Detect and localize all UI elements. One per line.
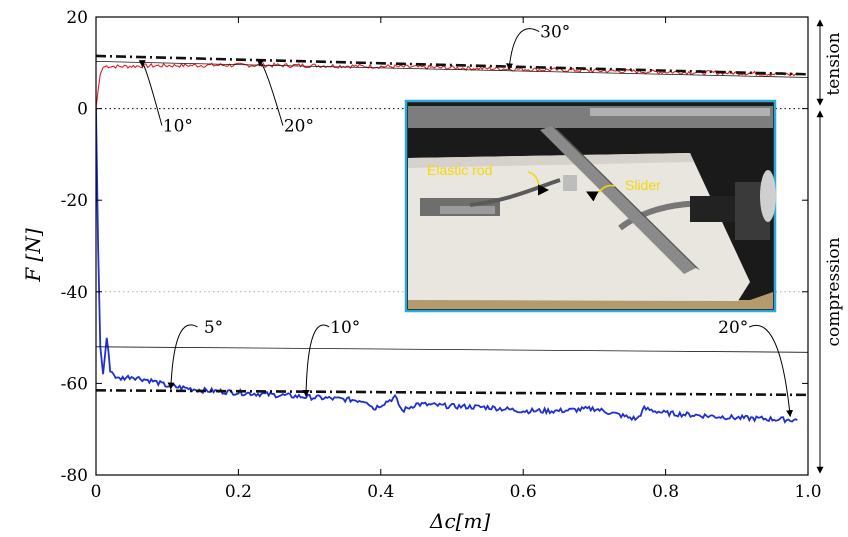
annotation-arrow-3 xyxy=(167,324,198,390)
annotation-arrow-4 xyxy=(302,324,330,397)
y-tick-label-5: -80 xyxy=(61,466,88,486)
y-axis-label: F [N] xyxy=(21,228,45,283)
photo-slider-rail xyxy=(540,126,696,274)
photo-top-rail-highlight xyxy=(590,108,770,116)
x-tick-label-2: 0.4 xyxy=(367,482,394,502)
photo-rod-arrow xyxy=(527,171,550,196)
annotation-label-5: 20° xyxy=(718,318,748,338)
annotation-arrow-2 xyxy=(256,59,284,126)
photo-board-edge xyxy=(408,260,773,309)
annotation-arrow-1 xyxy=(138,60,163,126)
photo-elastic-rod-left xyxy=(469,178,561,207)
series-line-5 xyxy=(96,346,808,353)
annotation-label-3: 5° xyxy=(204,318,223,338)
y-tick-label-4: -60 xyxy=(61,374,88,394)
annotation-label-2: 20° xyxy=(284,117,314,137)
annotation-label-0: 30° xyxy=(540,23,570,43)
x-tick-label-0: 0 xyxy=(91,482,102,502)
x-axis-label: Δc[m] xyxy=(429,509,490,533)
photo-motor-block xyxy=(690,196,735,222)
plot-frame xyxy=(95,16,809,476)
annotation-label-1: 10° xyxy=(163,117,193,137)
photo-board-shade xyxy=(408,153,694,168)
y-tick-label-3: -40 xyxy=(61,283,88,303)
x-tick-label-1: 0.2 xyxy=(225,482,252,502)
series-line-4 xyxy=(96,61,808,78)
x-tick-label-3: 0.6 xyxy=(510,482,537,502)
y-tick-label-0: 20 xyxy=(66,8,88,28)
tension-label: tension xyxy=(824,32,844,95)
x-tick-label-5: 1.0 xyxy=(794,482,821,502)
y-tick-label-1: 0 xyxy=(77,100,88,120)
side-brackets: tension compression xyxy=(816,19,844,474)
compression-label: compression xyxy=(824,237,844,346)
photo-motor-disc xyxy=(760,170,776,222)
annotation-layer: 30° 10° 20° 5° 10° 20° xyxy=(138,23,794,418)
tick-layer: 0 0.2 0.4 0.6 0.8 1.0 20 0 -20 -40 -60 -80 xyxy=(61,8,822,502)
photo-label-slider: Slider xyxy=(625,177,661,193)
series-layer xyxy=(96,54,808,424)
series-line-2 xyxy=(96,54,808,76)
annotation-label-4: 10° xyxy=(330,318,360,338)
series-line-1 xyxy=(96,108,798,424)
annotation-arrow-5 xyxy=(748,324,794,418)
photo-slider-rail-shadow xyxy=(552,126,700,270)
photo-clamp-base xyxy=(440,206,495,214)
x-tick-label-4: 0.8 xyxy=(652,482,679,502)
photo-label-elastic-rod: Elastic rod xyxy=(427,162,492,178)
photo-slider xyxy=(563,175,577,191)
photo-board xyxy=(408,153,750,301)
inset-photo: Elastic rod Slider xyxy=(404,99,777,313)
photo-slider-arrow xyxy=(585,184,616,202)
annotation-arrow-0 xyxy=(506,28,540,71)
y-tick-label-2: -20 xyxy=(61,191,88,211)
